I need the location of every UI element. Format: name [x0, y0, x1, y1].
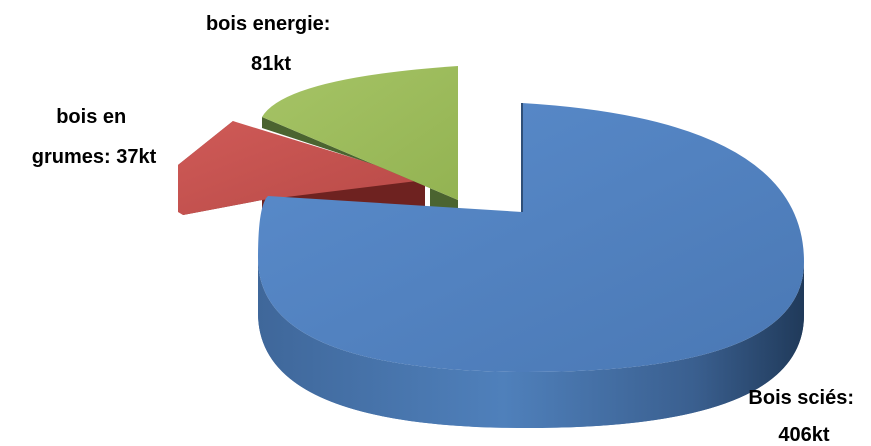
- slice-energie-top: [262, 66, 458, 200]
- label-energie-line-2: 81kt: [251, 53, 291, 75]
- label-grumes-line-1: bois en: [56, 106, 126, 128]
- slice-energie: [262, 66, 458, 210]
- label-grumes-line-2: grumes: 37kt: [32, 146, 157, 168]
- slice-energie-side: [262, 117, 458, 210]
- slice-scies: [258, 103, 804, 428]
- label-energie: bois energie: 81kt: [206, 13, 336, 75]
- label-scies-line-1: Bois sciés:: [748, 387, 854, 409]
- label-scies: Bois sciés: 406kt: [748, 387, 859, 446]
- slice-grumes-top: [178, 121, 425, 215]
- slice-grumes: [178, 121, 425, 215]
- slice-scies-top: [258, 103, 804, 372]
- label-energie-line-1: bois energie:: [206, 13, 330, 35]
- label-scies-line-2: 406kt: [778, 424, 829, 446]
- slice-scies-side-fill: [258, 258, 804, 428]
- label-grumes: bois en grumes: 37kt: [32, 106, 157, 168]
